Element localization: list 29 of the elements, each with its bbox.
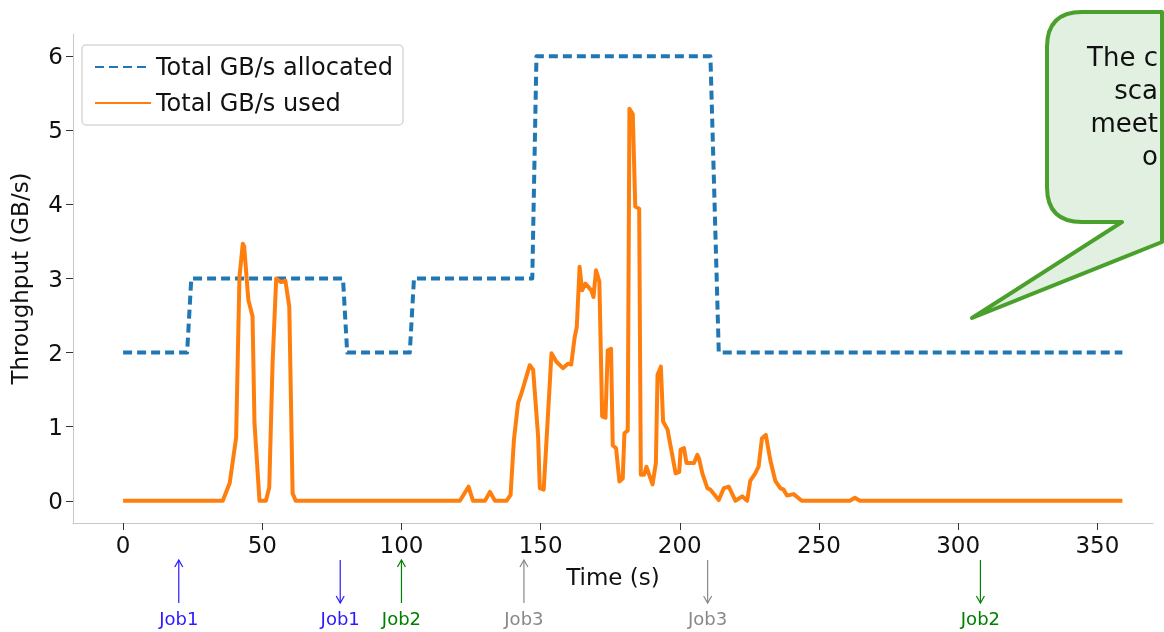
text: Job3 (687, 608, 728, 629)
y-tick-label: 4 (48, 191, 63, 218)
x-tick-label: 100 (379, 531, 424, 558)
y-tick-label: 0 (48, 487, 63, 514)
y-tick-label: 5 (48, 117, 63, 144)
x-tick-label: 350 (1075, 531, 1120, 558)
annotation: meet (1090, 108, 1158, 138)
y-tick-label: 1 (48, 413, 63, 440)
text: Job1 (319, 608, 360, 629)
annotation: The c (1086, 42, 1158, 72)
text: Job1 (158, 608, 199, 629)
text: Job2 (959, 608, 1001, 629)
annotation: sca (1114, 75, 1158, 105)
legend-label: Total GB/s used (155, 89, 341, 117)
x-tick-label: 300 (936, 531, 981, 558)
y-tick-label: 3 (48, 265, 63, 292)
x-tick-label: 200 (657, 531, 702, 558)
y-tick-label: 2 (48, 339, 63, 366)
annotation: o (1142, 141, 1158, 171)
x-tick-label: 0 (115, 531, 131, 558)
x-axis-title: Time (s) (565, 563, 660, 590)
x-tick-label: 50 (247, 531, 277, 558)
y-axis-title: Throughput (GB/s) (6, 172, 33, 386)
x-tick-label: 150 (518, 531, 563, 558)
x-tick-label: 250 (797, 531, 841, 558)
legend-label: Total GB/s allocated (155, 53, 393, 81)
text: Job2 (380, 608, 422, 629)
y-tick-label: 6 (48, 43, 63, 70)
text: Job3 (503, 608, 544, 629)
